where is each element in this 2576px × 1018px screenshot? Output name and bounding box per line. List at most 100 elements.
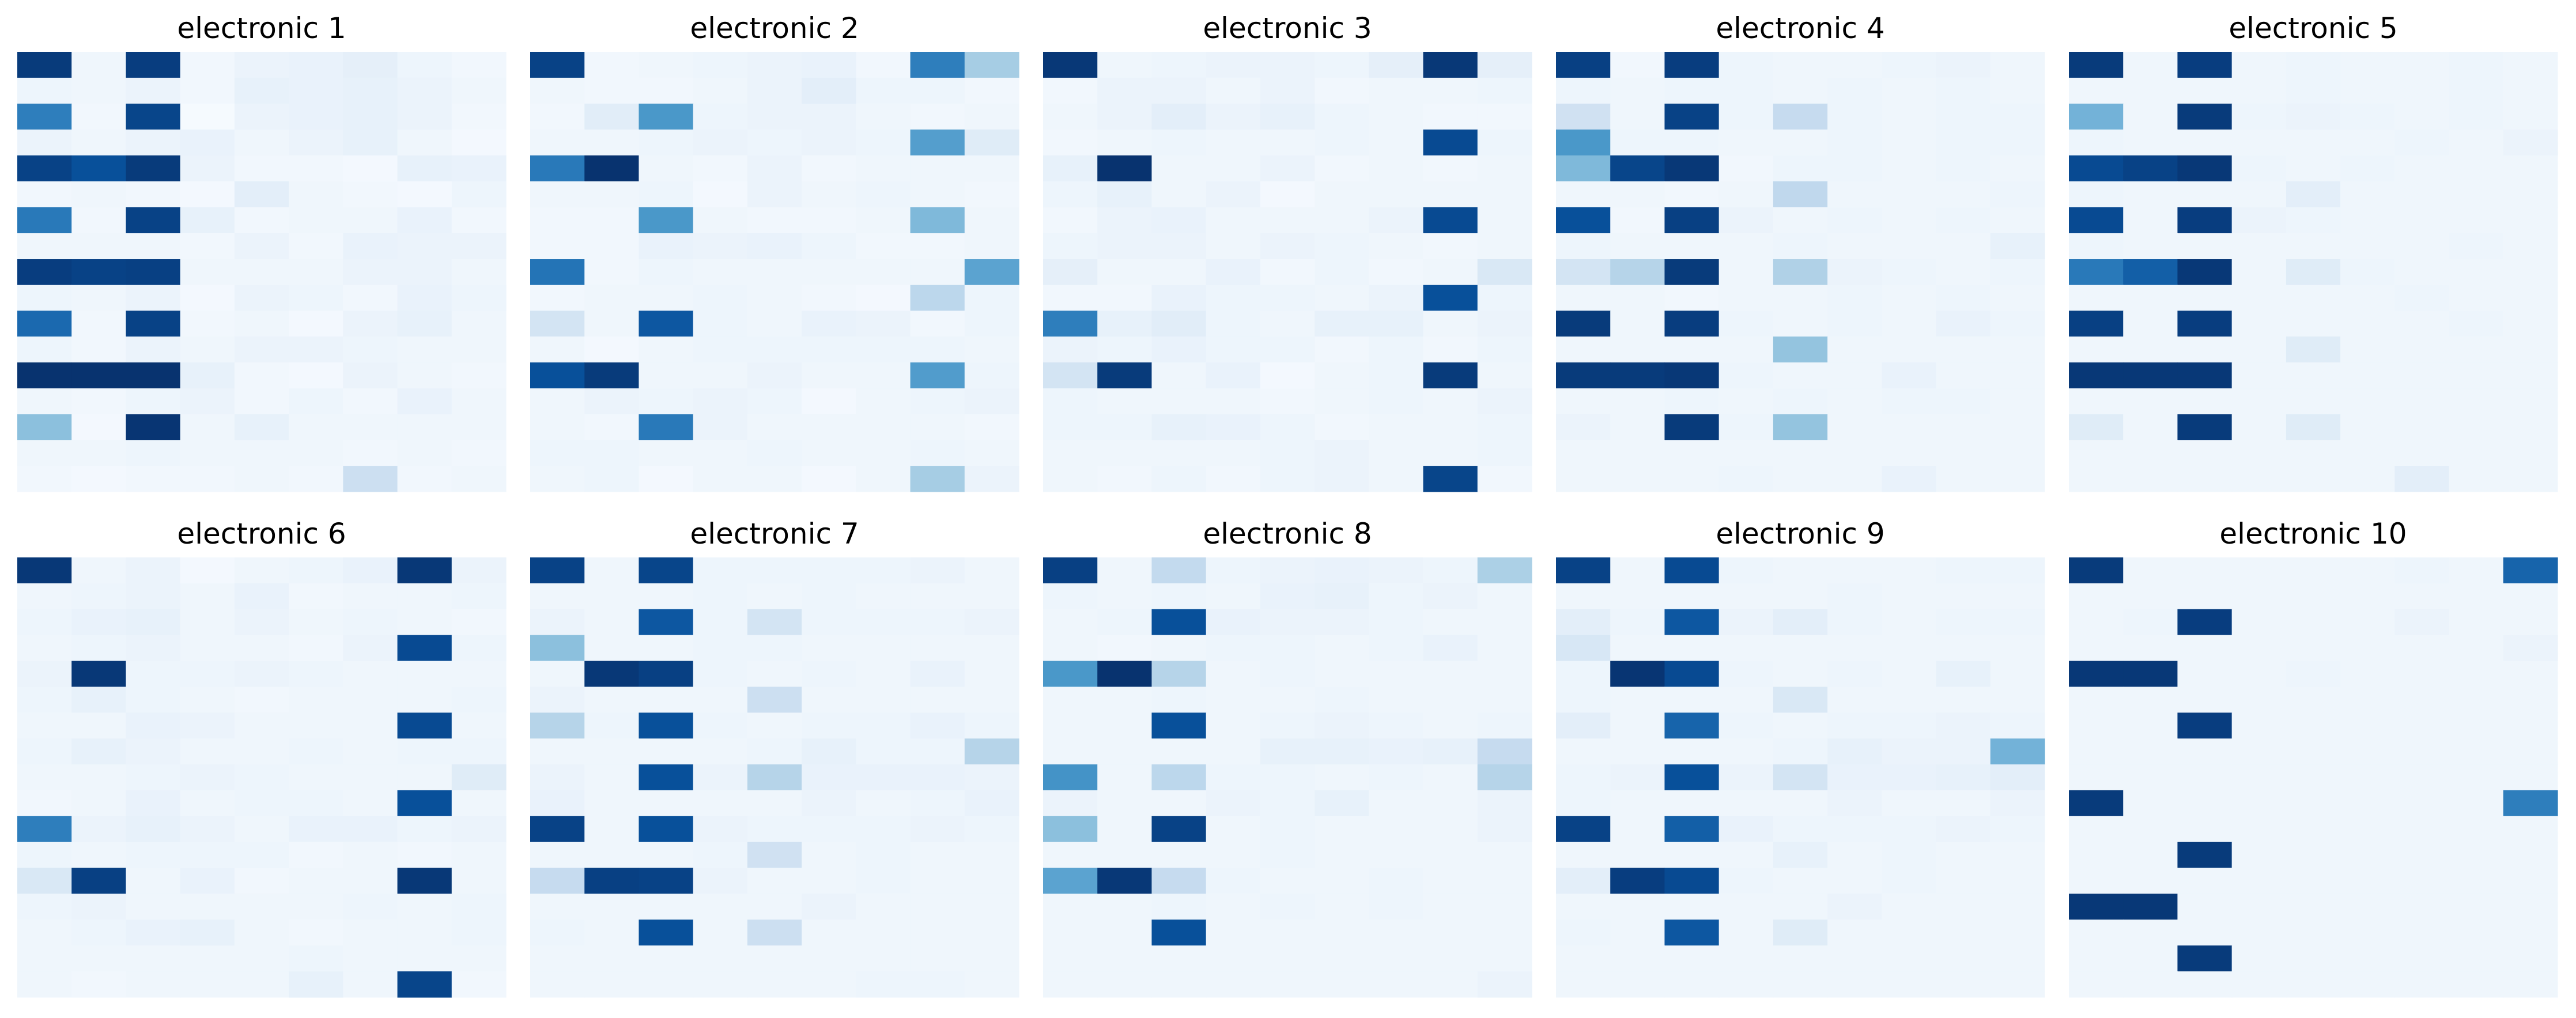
heatmap-cell xyxy=(343,233,398,259)
heatmap-cell xyxy=(1423,388,1478,414)
heatmap-cell xyxy=(2069,440,2124,466)
heatmap-cell xyxy=(1882,388,1937,414)
heatmap-cell xyxy=(1936,284,1991,311)
heatmap-cell xyxy=(1423,207,1478,233)
heatmap-cell xyxy=(2123,609,2178,636)
heatmap-cell xyxy=(964,557,1019,584)
heatmap-cell xyxy=(1664,414,1720,440)
heatmap-cell xyxy=(1315,259,1369,285)
heatmap-cell xyxy=(1315,284,1369,311)
heatmap-cell xyxy=(17,103,72,130)
heatmap-cell xyxy=(1151,207,1207,233)
heatmap-cell xyxy=(639,233,694,259)
panel-title: electronic 9 xyxy=(1716,517,1884,551)
heatmap-cell xyxy=(693,259,748,285)
heatmap-cell xyxy=(1664,103,1720,130)
heatmap-cell xyxy=(2231,103,2287,130)
heatmap-cell xyxy=(1827,816,1882,843)
heatmap-cell xyxy=(71,103,127,130)
heatmap-cell xyxy=(1043,661,1098,688)
heatmap-cell xyxy=(1556,919,1611,946)
heatmap-cell xyxy=(1097,181,1153,208)
heatmap-cell xyxy=(234,868,289,895)
heatmap-cell xyxy=(1097,440,1153,466)
heatmap-cell xyxy=(1151,155,1207,182)
heatmap-cell xyxy=(126,77,181,104)
heatmap-cell xyxy=(1315,155,1369,182)
heatmap-cell xyxy=(2069,816,2124,843)
heatmap-cell xyxy=(1936,77,1991,104)
heatmap-cell xyxy=(1477,440,1532,466)
heatmap-cell xyxy=(2394,259,2450,285)
heatmap-cell xyxy=(2177,661,2233,688)
heatmap-cell xyxy=(2069,583,2124,610)
heatmap-cell xyxy=(2177,310,2233,337)
heatmap-cell xyxy=(1206,687,1261,713)
heatmap-cell xyxy=(1097,971,1153,998)
heatmap-cell xyxy=(234,103,289,130)
heatmap-cell xyxy=(693,687,748,713)
heatmap-cell xyxy=(1206,336,1261,363)
heatmap-cell xyxy=(693,919,748,946)
panel-title: electronic 8 xyxy=(1203,517,1372,551)
heatmap-cell xyxy=(1477,414,1532,440)
heatmap-cell xyxy=(1936,155,1991,182)
heatmap-cell xyxy=(451,440,507,466)
heatmap-cell xyxy=(71,284,127,311)
heatmap-cell xyxy=(856,712,911,739)
heatmap-cell xyxy=(343,635,398,662)
heatmap-cell xyxy=(693,557,748,584)
heatmap-cell xyxy=(2340,388,2395,414)
heatmap-cell xyxy=(17,52,72,78)
heatmap-cell xyxy=(964,155,1019,182)
heatmap-cell xyxy=(856,764,911,791)
heatmap-cell xyxy=(289,919,343,946)
heatmap-cell xyxy=(2503,77,2558,104)
heatmap-cell xyxy=(530,77,585,104)
heatmap-cell xyxy=(397,362,452,389)
heatmap-cell xyxy=(856,790,911,817)
heatmap-cell xyxy=(2286,388,2341,414)
heatmap-cell xyxy=(747,284,802,311)
heatmap-cell xyxy=(1315,738,1369,765)
heatmap-cell xyxy=(2503,103,2558,130)
heatmap-cell xyxy=(856,919,911,946)
heatmap-cell xyxy=(1990,868,2045,895)
heatmap-cell xyxy=(1718,259,1774,285)
heatmap-cell xyxy=(1882,207,1937,233)
heatmap-cell xyxy=(802,129,856,156)
heatmap-cell xyxy=(2286,181,2341,208)
heatmap-cell xyxy=(1556,635,1611,662)
heatmap-cell xyxy=(1718,842,1774,869)
heatmap-cell xyxy=(2231,233,2287,259)
heatmap-cell xyxy=(451,790,507,817)
heatmap-cell xyxy=(1556,712,1611,739)
heatmap-cell xyxy=(747,414,802,440)
heatmap-cell xyxy=(343,971,398,998)
heatmap-cell xyxy=(1827,259,1882,285)
heatmap-cell xyxy=(964,842,1019,869)
heatmap-cell xyxy=(1260,945,1315,972)
heatmap-cell xyxy=(2503,868,2558,895)
heatmap-cell xyxy=(584,661,640,688)
heatmap-cell xyxy=(747,764,802,791)
heatmap-cell xyxy=(2177,790,2233,817)
heatmap-cell xyxy=(1097,77,1153,104)
heatmap-cell xyxy=(2503,129,2558,156)
heatmap-cell xyxy=(1664,207,1720,233)
heatmap-cell xyxy=(2231,388,2287,414)
heatmap-cell xyxy=(1097,466,1153,492)
heatmap-cell xyxy=(1315,945,1369,972)
heatmap-cell xyxy=(126,687,181,713)
heatmap-cell xyxy=(639,155,694,182)
heatmap-cell xyxy=(1610,77,1665,104)
heatmap-cell xyxy=(1990,207,2045,233)
heatmap-cell xyxy=(964,893,1019,920)
heatmap-cell xyxy=(530,945,585,972)
heatmap-cell xyxy=(1151,557,1207,584)
heatmap-cell xyxy=(1206,466,1261,492)
heatmap-cell xyxy=(802,414,856,440)
heatmap-cell xyxy=(910,842,965,869)
heatmap-cell xyxy=(1206,207,1261,233)
heatmap-cell xyxy=(910,893,965,920)
